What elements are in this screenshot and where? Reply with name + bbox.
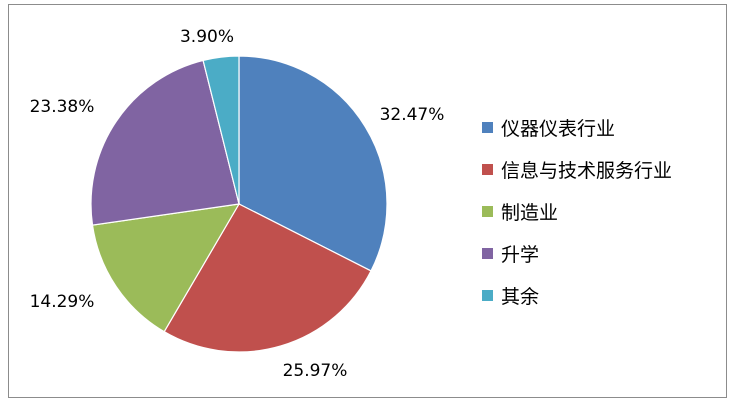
data-label-instrument: 32.47% bbox=[380, 105, 445, 125]
legend-label: 仪器仪表行业 bbox=[501, 117, 616, 140]
legend-swatch bbox=[482, 247, 493, 259]
legend-swatch bbox=[482, 205, 493, 217]
pie-slice-it-services bbox=[163, 203, 372, 353]
legend-label: 制造业 bbox=[501, 201, 559, 224]
pie-slice-instrument bbox=[238, 55, 388, 272]
data-label-it-services: 25.97% bbox=[283, 361, 348, 381]
data-label-further-study: 23.38% bbox=[30, 97, 95, 117]
legend-label: 其余 bbox=[501, 285, 540, 308]
data-label-others: 3.90% bbox=[180, 27, 234, 47]
legend-label: 升学 bbox=[501, 243, 540, 266]
pie-slice-manufacturing bbox=[91, 203, 241, 333]
legend-item-it-services: 信息与技术服务行业 bbox=[482, 148, 722, 190]
legend-item-others: 其余 bbox=[482, 274, 722, 316]
legend-swatch bbox=[482, 289, 493, 301]
pie-slice-further-study bbox=[90, 59, 240, 226]
legend-item-further-study: 升学 bbox=[482, 232, 722, 274]
legend-swatch bbox=[482, 163, 493, 175]
data-label-manufacturing: 14.29% bbox=[30, 292, 95, 312]
legend-swatch bbox=[482, 121, 493, 133]
legend-label: 信息与技术服务行业 bbox=[501, 159, 673, 182]
pie-slice-others bbox=[202, 55, 240, 205]
legend-item-instrument: 仪器仪表行业 bbox=[482, 106, 722, 148]
chart-legend: 仪器仪表行业 信息与技术服务行业 制造业 升学 其余 bbox=[482, 106, 722, 316]
legend-item-manufacturing: 制造业 bbox=[482, 190, 722, 232]
